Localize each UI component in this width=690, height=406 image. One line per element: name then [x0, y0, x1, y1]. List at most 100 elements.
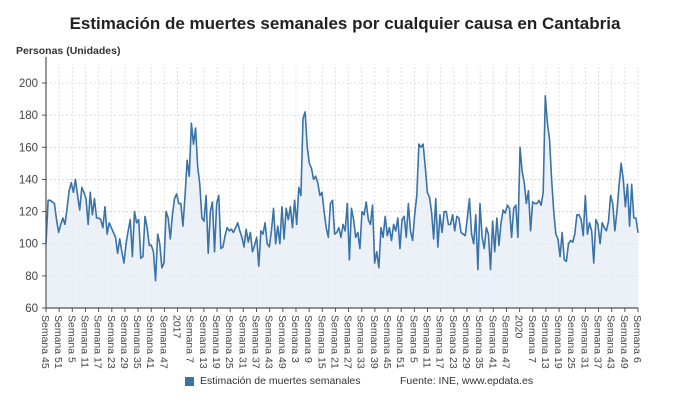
data-point	[199, 183, 201, 185]
data-point	[418, 143, 420, 145]
data-point	[508, 207, 511, 209]
y-tick-label: 140	[19, 174, 38, 186]
data-point	[458, 217, 460, 219]
data-point	[529, 230, 532, 232]
data-point	[327, 236, 329, 238]
data-point	[220, 247, 222, 250]
data-point	[390, 239, 393, 242]
data-point	[605, 230, 608, 232]
data-point	[618, 185, 620, 187]
data-point	[483, 247, 485, 250]
data-point	[631, 183, 633, 185]
x-tick-label: Semana 13	[197, 315, 209, 369]
data-point	[348, 259, 350, 261]
data-point	[325, 227, 327, 229]
x-tick-label: Semana 19	[552, 315, 564, 369]
data-point	[544, 95, 546, 97]
data-point	[357, 231, 359, 234]
y-tick-label: 200	[19, 78, 38, 90]
data-point	[452, 214, 454, 216]
data-point	[338, 227, 340, 229]
data-point	[119, 238, 121, 240]
data-point	[633, 217, 635, 219]
data-point	[466, 217, 468, 219]
data-point	[538, 199, 540, 201]
data-point	[235, 227, 237, 229]
x-tick-label: Semana 11	[421, 315, 433, 368]
data-point	[513, 207, 515, 209]
data-point	[616, 210, 618, 213]
x-tick-label: Semana 41	[144, 315, 156, 369]
data-point	[350, 207, 353, 209]
data-point	[500, 222, 502, 224]
data-point	[279, 243, 281, 245]
data-point	[102, 227, 104, 229]
x-tick-label: Semana 49	[618, 315, 630, 369]
data-point	[74, 178, 77, 181]
data-point	[306, 146, 308, 148]
data-point	[569, 239, 572, 242]
data-point	[342, 223, 344, 226]
data-point	[178, 202, 180, 205]
data-point	[216, 202, 218, 205]
x-tick-label: Semana 39	[368, 315, 380, 369]
data-point	[384, 215, 386, 217]
data-point	[382, 236, 384, 238]
data-point	[121, 251, 123, 253]
data-point	[441, 231, 443, 234]
data-point	[517, 236, 519, 238]
data-point	[312, 178, 315, 181]
data-point	[620, 162, 622, 164]
data-point	[515, 204, 517, 206]
data-point	[624, 206, 626, 208]
data-point	[275, 243, 277, 245]
data-point	[388, 227, 390, 229]
data-point	[635, 217, 637, 219]
data-point	[222, 246, 224, 248]
data-point	[588, 222, 591, 224]
x-tick-label: Semana 33	[355, 315, 367, 369]
data-point	[106, 233, 108, 235]
data-point	[411, 239, 414, 242]
data-point	[47, 199, 49, 201]
data-point	[346, 202, 348, 205]
data-point	[53, 202, 56, 205]
data-point	[614, 230, 616, 232]
data-point	[127, 230, 129, 232]
data-point	[159, 243, 161, 245]
data-point	[496, 217, 498, 219]
data-point	[572, 241, 574, 243]
data-point	[407, 202, 409, 205]
data-point	[117, 252, 119, 254]
data-point	[443, 210, 445, 213]
data-point	[264, 222, 266, 224]
data-point	[294, 199, 296, 201]
x-tick-label: Semana 31	[578, 315, 590, 369]
data-point	[504, 212, 506, 214]
data-point	[232, 231, 235, 234]
data-point	[439, 214, 441, 216]
data-point	[201, 217, 203, 219]
source-note: Fuente: INE, www.epdata.es	[400, 375, 534, 387]
data-point	[272, 207, 275, 209]
x-tick-label: Semana 15	[315, 315, 327, 369]
data-point	[540, 204, 542, 206]
data-point	[403, 215, 405, 217]
data-point	[253, 244, 256, 246]
data-point	[188, 175, 190, 177]
data-point	[68, 190, 70, 192]
data-point	[371, 204, 374, 206]
data-point	[481, 236, 483, 238]
x-tick-label: Semana 51	[394, 315, 406, 369]
x-tick-label: Semana 11	[78, 315, 90, 368]
data-point	[599, 243, 601, 245]
data-point	[194, 127, 197, 129]
data-point	[224, 235, 226, 237]
data-point	[62, 217, 64, 219]
data-point	[532, 201, 534, 203]
data-point	[241, 236, 243, 238]
y-tick-label: 60	[25, 303, 38, 315]
data-point	[190, 122, 192, 124]
data-point	[393, 223, 395, 226]
data-point	[93, 198, 96, 200]
